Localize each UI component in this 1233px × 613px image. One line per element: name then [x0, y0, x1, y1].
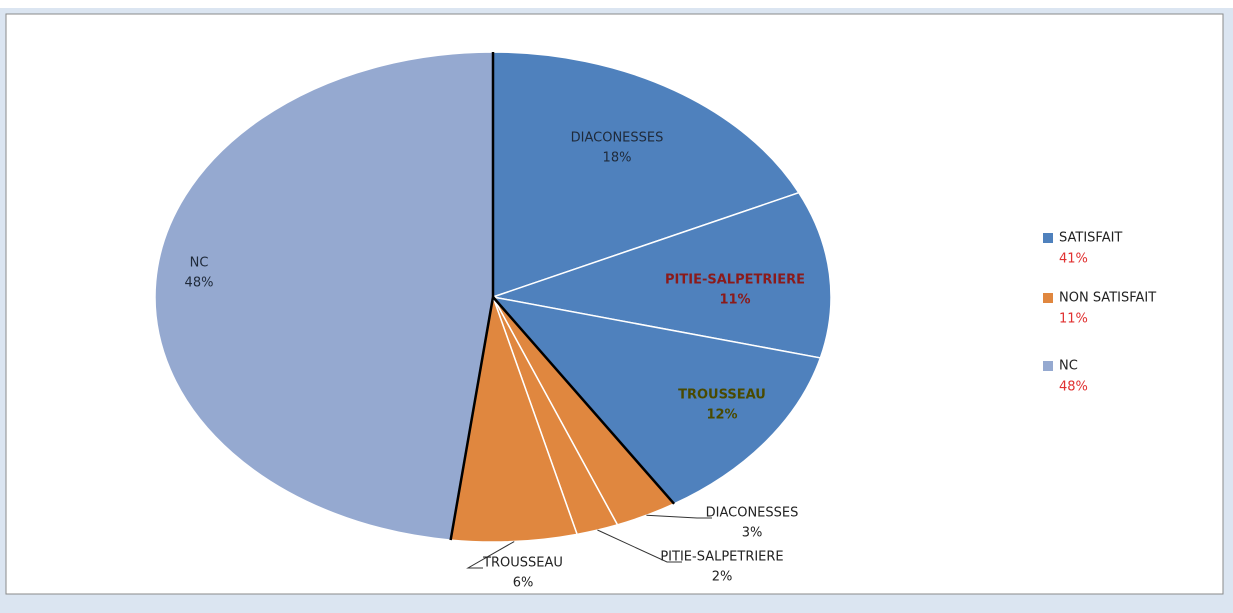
slice-label: TROUSSEAU [482, 556, 563, 571]
slice-value: 2% [712, 570, 733, 585]
leader-line [466, 541, 515, 569]
slice-value: 12% [706, 408, 737, 423]
leader-line [597, 529, 682, 563]
slice-label: NC [190, 256, 209, 271]
slice-value: 18% [603, 151, 632, 166]
pie-slice [491, 295, 822, 505]
slice-value: 11% [719, 293, 750, 308]
slice-label: PITIE-SALPETRIERE [665, 273, 805, 288]
legend-label: NON SATISFAIT [1059, 291, 1156, 306]
legend-value: 11% [1059, 312, 1088, 327]
leader-line [646, 514, 712, 519]
legend-swatch [1043, 361, 1053, 371]
legend-swatch [1043, 293, 1053, 303]
legend-value: 41% [1059, 252, 1088, 267]
slice-value: 6% [513, 576, 534, 591]
pie-slice [449, 294, 579, 543]
pie-slice [492, 51, 800, 299]
pie-slice [154, 51, 494, 541]
slice-label: TROUSSEAU [678, 388, 766, 403]
legend-label: SATISFAIT [1059, 231, 1122, 246]
slice-value: 3% [742, 526, 763, 541]
legend-swatch [1043, 233, 1053, 243]
group-edge [492, 296, 676, 505]
slice-value: 48% [185, 276, 214, 291]
slice-label: DIACONESSES [706, 506, 799, 521]
pie-slice [490, 191, 832, 359]
slice-label: DIACONESSES [571, 131, 664, 146]
legend-label: NC [1059, 359, 1078, 374]
legend-value: 48% [1059, 380, 1088, 395]
slice-label: PITIE-SALPETRIERE [660, 550, 783, 565]
group-edge [449, 296, 495, 541]
